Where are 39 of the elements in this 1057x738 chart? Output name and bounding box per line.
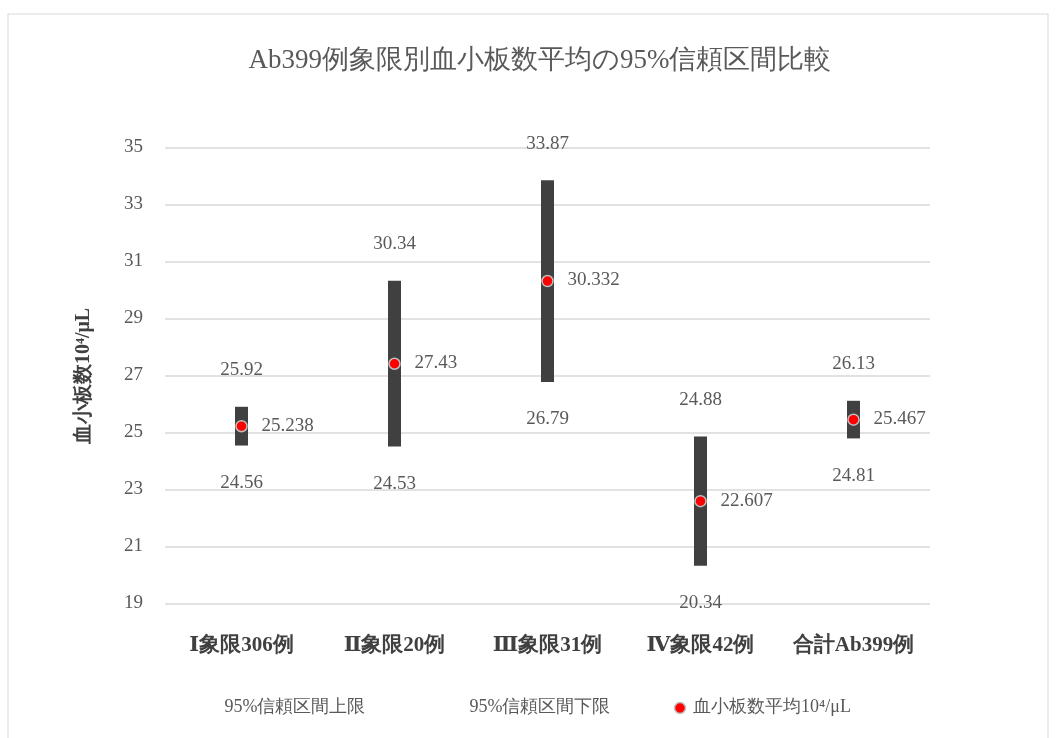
data-label: 30.332 — [567, 268, 620, 290]
point — [847, 413, 860, 426]
x-tick-label: Ⅲ象限31例 — [492, 631, 603, 656]
y-tick-label: 29 — [124, 306, 143, 328]
annotation: 25.92 — [220, 358, 263, 380]
data-label: 25.467 — [873, 407, 926, 429]
text: 95%信頼区間上限 — [224, 696, 366, 717]
annotation: 26.79 — [526, 407, 569, 429]
chart-title: Ab399例象限別血小板数平均の95%信頼区間比較 — [248, 44, 832, 75]
y-tick-label: 27 — [124, 363, 143, 385]
text: 95%信頼区間下限 — [469, 696, 611, 717]
data-label: 25.238 — [261, 413, 314, 435]
x-tick-label: Ⅰ象限306例 — [189, 631, 294, 656]
annotation: 26.13 — [832, 352, 875, 374]
annotation: 24.88 — [679, 387, 722, 409]
x-tick-label: Ⅳ象限42例 — [646, 631, 755, 656]
y-tick-label: 35 — [124, 135, 143, 157]
point — [541, 274, 554, 288]
y-tick-label: 19 — [124, 591, 143, 613]
legend-label: 血小板数平均10⁴/μL — [693, 696, 851, 717]
annotation: 24.81 — [832, 463, 875, 485]
y-tick-label: 33 — [124, 192, 143, 214]
data-label: 27.43 — [414, 351, 458, 373]
x-tick-label: 合計Ab399例 — [791, 631, 915, 656]
data-label: 22.607 — [720, 488, 773, 510]
annotation: 20.34 — [679, 591, 723, 613]
y-axis-title: 血小板数10⁴/μL — [70, 307, 94, 446]
y-tick-label: 21 — [124, 534, 143, 556]
point — [388, 357, 401, 370]
y-tick-label: 31 — [124, 249, 143, 271]
y-tick-label: 23 — [124, 477, 143, 499]
annotation: 33.87 — [526, 131, 569, 153]
x-tick-label: Ⅱ象限20例 — [343, 631, 446, 656]
annotation: 24.56 — [220, 470, 263, 492]
point — [235, 419, 248, 433]
point — [694, 494, 707, 508]
annotation: 24.53 — [373, 471, 416, 493]
annotation: 30.34 — [373, 232, 417, 254]
y-tick-label: 25 — [124, 420, 143, 442]
